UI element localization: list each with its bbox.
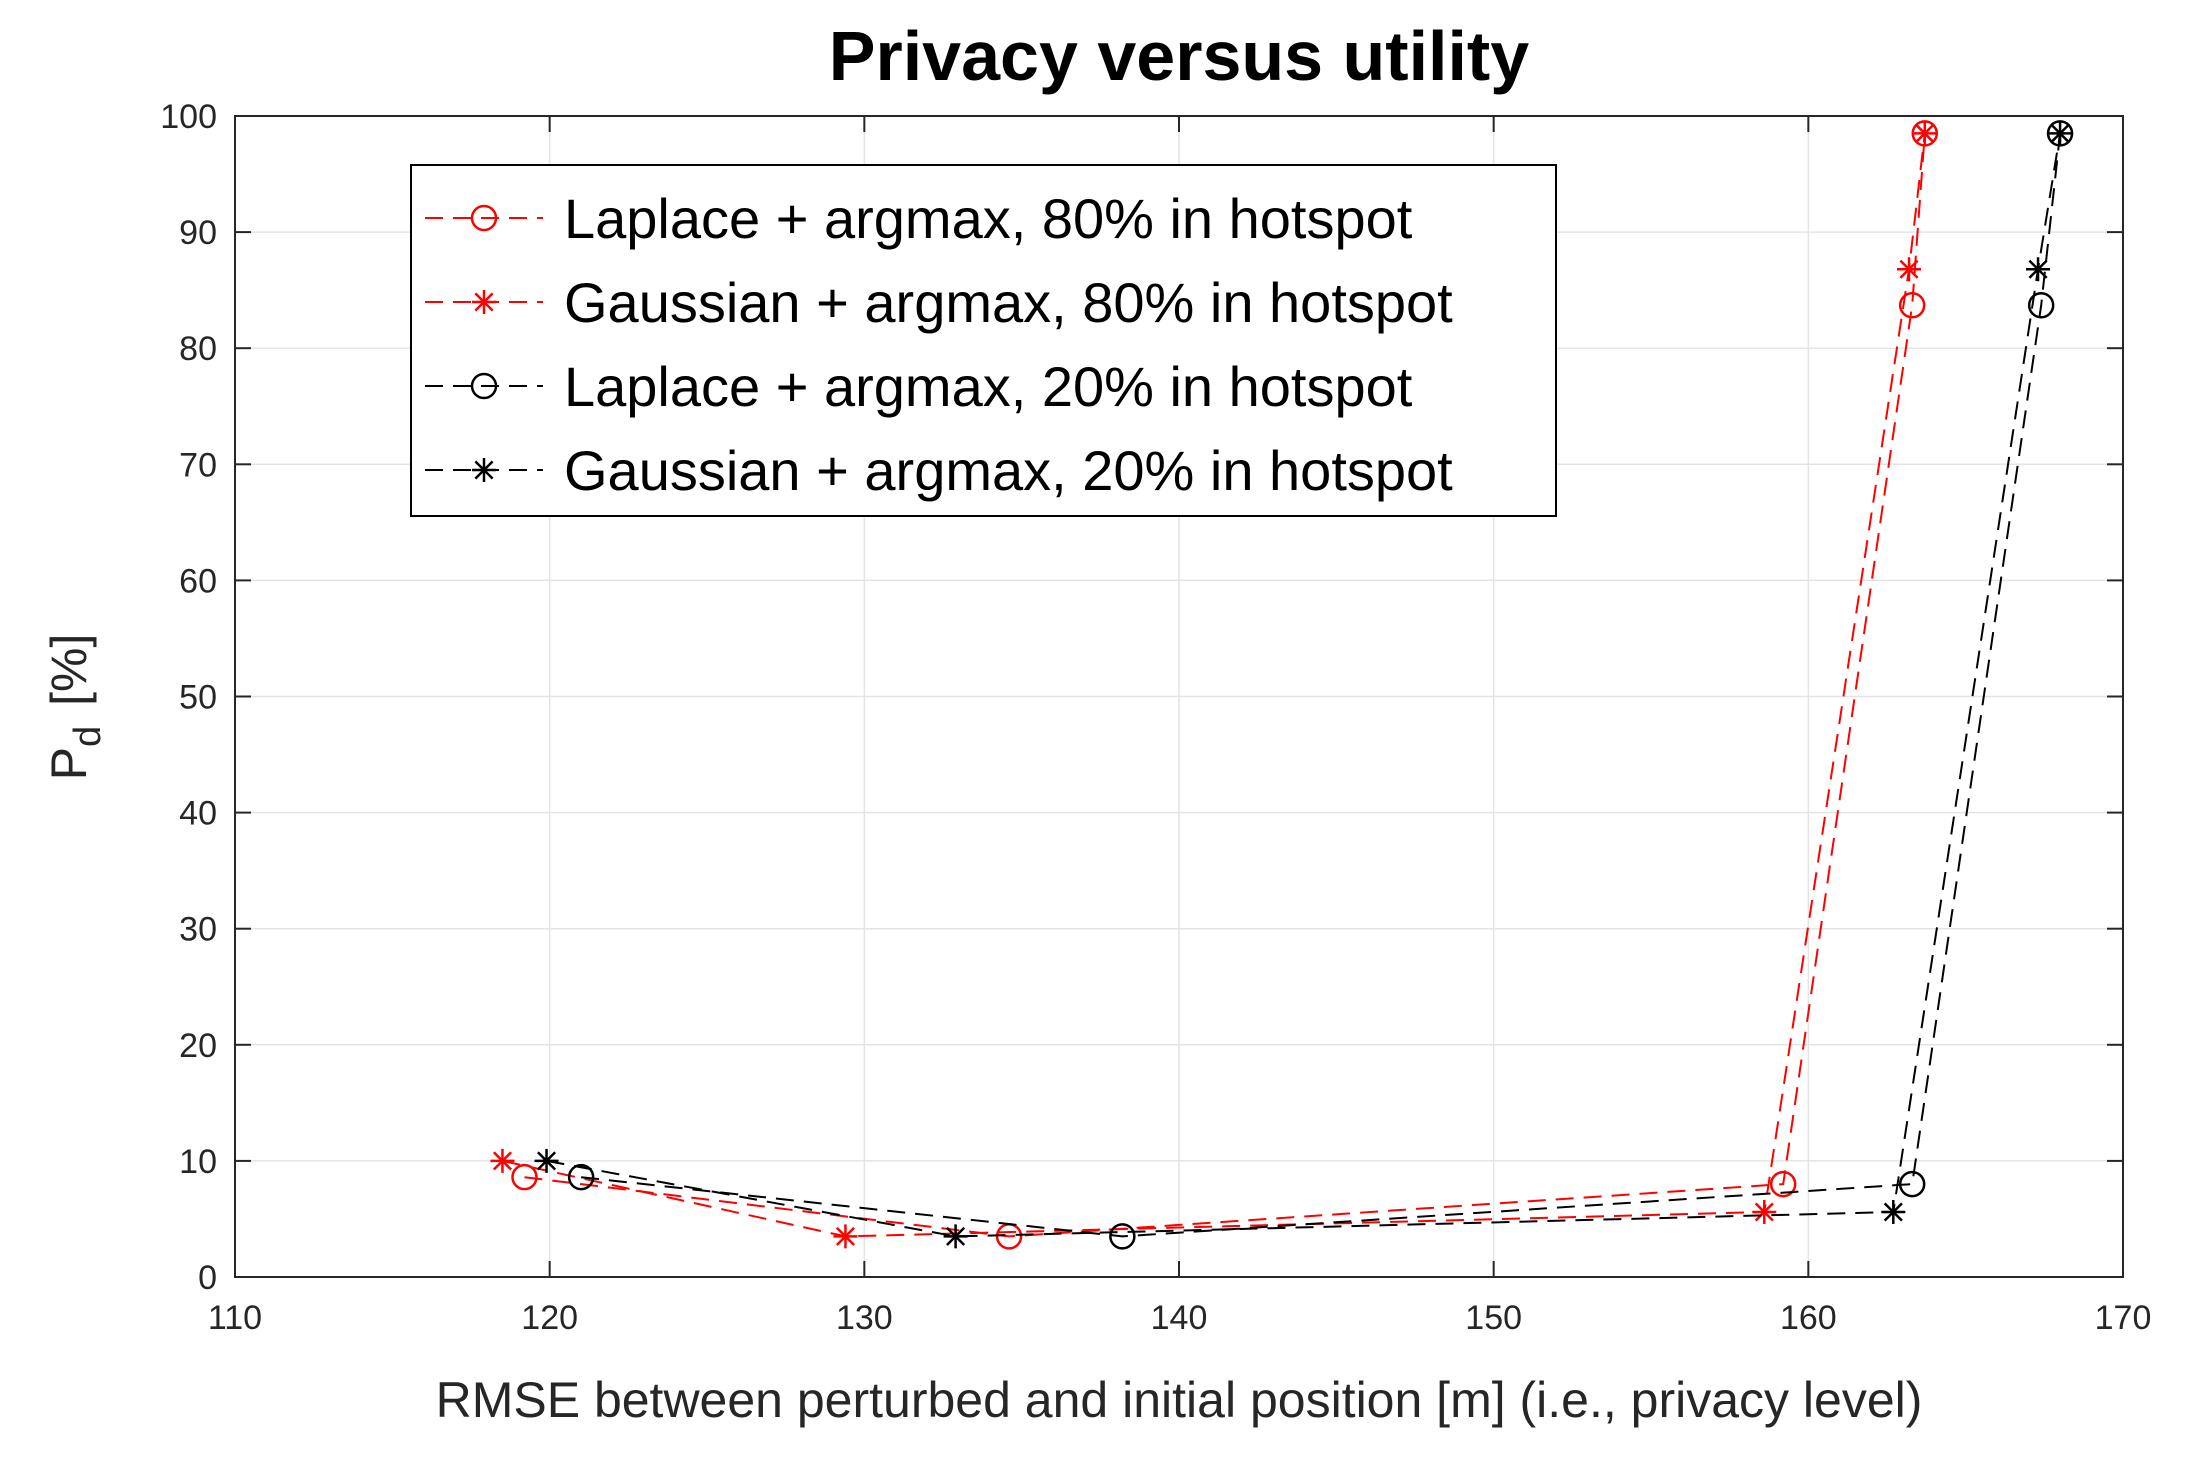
series-line [580,133,2062,1238]
legend-swatch-marker [470,204,498,232]
data-point [2048,121,2073,146]
y-tick-label: 80 [179,330,217,368]
x-tick-label: 170 [2095,1299,2152,1337]
x-tick-label: 150 [1465,1299,1522,1337]
legend-entry: Gaussian + argmax, 20% in hotspot [425,439,1453,502]
data-point [1769,1170,1797,1198]
data-point [567,1163,595,1191]
y-axis-label-main: P [41,747,97,780]
y-tick-label: 90 [179,214,217,252]
data-point [1898,1170,1926,1198]
x-tick-label: 120 [521,1299,578,1337]
data-point [1897,257,1922,282]
data-point [490,1148,515,1173]
legend-label: Gaussian + argmax, 80% in hotspot [564,271,1453,334]
series-line [524,133,1926,1238]
series-4 [534,121,2073,1249]
data-point [511,1163,538,1191]
x-tick-label: 110 [208,1299,262,1337]
y-tick-label: 30 [179,911,217,949]
y-tick-label: 0 [198,1259,217,1297]
data-point [2027,291,2055,319]
series-2 [490,121,1937,1249]
legend-label: Laplace + argmax, 80% in hotspot [564,187,1413,250]
legend-box [410,164,1557,517]
legend-label: Laplace + argmax, 20% in hotspot [564,355,1413,418]
y-tick-label: 50 [179,679,217,717]
x-tick-label: 160 [1780,1299,1837,1337]
y-tick-label: 40 [179,795,217,833]
y-tick-label: 100 [160,98,217,136]
y-tick-label: 60 [179,562,217,600]
data-point [1109,1223,1136,1250]
data-point [1912,121,1937,146]
x-tick-label: 140 [1151,1299,1208,1337]
text-layer: Privacy versus utility RMSE between pert… [41,17,1922,1428]
data-point [943,1224,968,1249]
legend-swatch-marker [472,290,496,314]
y-axis-label-unit: [%] [41,634,97,706]
y-tick-label: 70 [179,446,217,484]
data-point [534,1148,559,1173]
chart-title: Privacy versus utility [829,17,1529,95]
y-axis-label-subscript: d [67,726,109,747]
series-layer [490,120,2074,1250]
x-axis-label: RMSE between perturbed and initial posit… [436,1372,1923,1428]
legend-entry: Gaussian + argmax, 80% in hotspot [425,271,1453,334]
data-point [1881,1199,1906,1224]
data-point [2026,257,2051,282]
y-axis-label: Pd [%] [41,634,109,781]
x-tick-label: 130 [836,1299,893,1337]
data-point [833,1224,858,1249]
legend: Laplace + argmax, 80% in hotspot Gaussian… [410,164,1557,517]
data-point [1898,291,1926,319]
axes: 110 120 130 140 150 160 170 0 10 20 30 40 50 60 70 80 90… [160,98,2151,1337]
y-tick-label: 20 [179,1027,217,1065]
data-point [1752,1199,1777,1224]
legend-entry: Laplace + argmax, 80% in hotspot [425,187,1413,250]
legend-swatch-marker [472,458,496,482]
y-tick-label: 10 [179,1143,217,1181]
legend-entry: Laplace + argmax, 20% in hotspot [425,355,1413,418]
legend-swatch-marker [470,372,498,400]
legend-label: Gaussian + argmax, 20% in hotspot [564,439,1453,502]
